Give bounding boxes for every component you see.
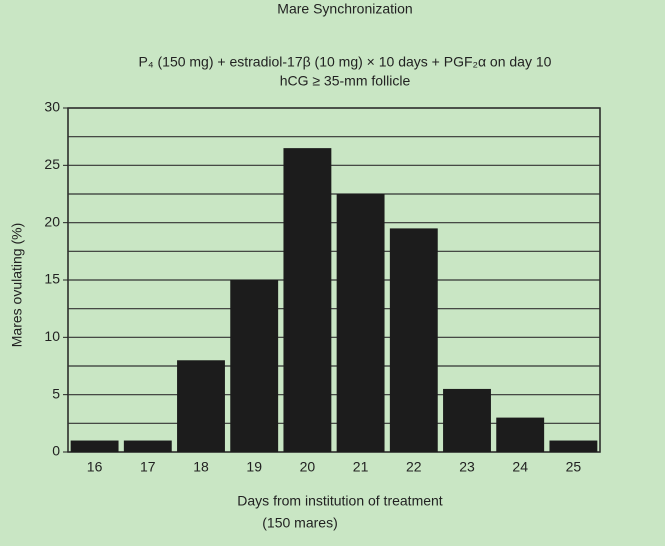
x-tick-label: 23 xyxy=(459,459,475,475)
x-tick-label: 25 xyxy=(566,459,582,475)
y-tick-label: 20 xyxy=(44,213,60,229)
x-tick-label: 22 xyxy=(406,459,422,475)
y-tick-label: 30 xyxy=(44,99,60,115)
y-tick-label: 15 xyxy=(44,271,60,287)
x-tick-label: 16 xyxy=(87,459,103,475)
y-tick-label: 5 xyxy=(52,385,60,401)
x-tick-label: 18 xyxy=(193,459,209,475)
bar xyxy=(496,417,545,452)
chart-subtitle: hCG ≥ 35-mm follicle xyxy=(280,73,411,89)
bar xyxy=(177,360,225,452)
y-tick-label: 10 xyxy=(44,328,60,344)
x-axis-label: Days from institution of treatment xyxy=(237,493,443,509)
y-axis-label: Mares ovulating (%) xyxy=(9,223,25,348)
chart-subtitle: P₄ (150 mg) + estradiol-17β (10 mg) × 10… xyxy=(139,54,552,70)
bar xyxy=(283,148,332,452)
bar xyxy=(549,440,598,452)
y-tick-label: 0 xyxy=(52,443,60,459)
x-tick-label: 24 xyxy=(512,459,528,475)
x-tick-label: 17 xyxy=(140,459,156,475)
bar xyxy=(230,280,279,452)
bar xyxy=(389,228,438,452)
x-tick-label: 21 xyxy=(353,459,369,475)
x-axis-label: (150 mares) xyxy=(262,515,337,531)
x-tick-label: 19 xyxy=(246,459,262,475)
x-tick-label: 20 xyxy=(300,459,316,475)
bar xyxy=(70,440,119,452)
bar xyxy=(443,388,491,452)
bar xyxy=(336,194,385,452)
y-tick-label: 25 xyxy=(44,156,60,172)
chart-title: Mare Synchronization xyxy=(277,1,412,17)
bar xyxy=(123,440,172,452)
